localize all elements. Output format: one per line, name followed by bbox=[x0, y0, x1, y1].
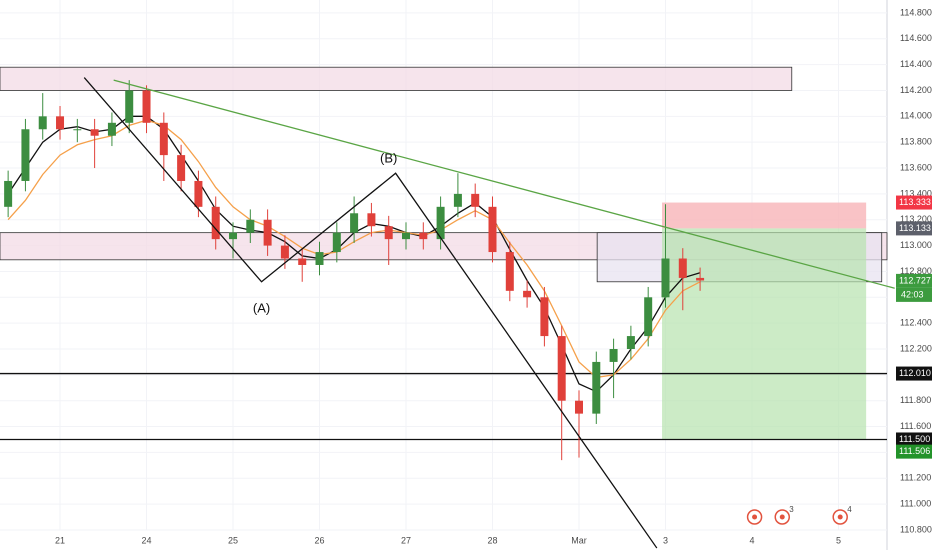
price-tag bbox=[896, 273, 932, 288]
x-tick-label: 5 bbox=[836, 535, 841, 545]
y-tick-label: 111.200 bbox=[900, 473, 931, 483]
price-tag-label: 113.333 bbox=[899, 197, 931, 207]
candle-body bbox=[696, 277, 705, 281]
candle-body bbox=[436, 206, 445, 240]
y-tick-label: 113.400 bbox=[900, 188, 932, 198]
y-tick-label: 113.000 bbox=[900, 240, 932, 250]
countdown-tag bbox=[896, 287, 932, 302]
price-tag-label: 113.133 bbox=[899, 223, 931, 233]
event-dot bbox=[779, 514, 785, 520]
candle-body bbox=[626, 336, 635, 350]
zone bbox=[0, 66, 793, 91]
candle-body bbox=[315, 252, 324, 265]
price-tag bbox=[896, 366, 932, 381]
candle-body bbox=[21, 129, 30, 181]
candle-body bbox=[38, 116, 47, 130]
y-tick-label: 113.600 bbox=[900, 162, 932, 172]
candle-body bbox=[298, 258, 307, 265]
wave-label: (A) bbox=[253, 300, 270, 315]
x-tick-label: 28 bbox=[487, 535, 497, 545]
y-tick-label: 114.200 bbox=[900, 85, 932, 95]
price-tag bbox=[896, 444, 932, 459]
candle-body bbox=[367, 213, 376, 227]
candle-body bbox=[177, 155, 186, 181]
event-count: 3 bbox=[789, 505, 794, 514]
candle-body bbox=[280, 245, 289, 259]
candle-body bbox=[402, 232, 411, 240]
candle-body bbox=[678, 258, 687, 278]
x-tick-label: 21 bbox=[55, 535, 65, 545]
x-tick-label: 4 bbox=[749, 535, 754, 545]
candle-body bbox=[488, 206, 497, 253]
candle-body bbox=[540, 297, 549, 337]
price-tag-label: 112.727 bbox=[899, 275, 931, 285]
y-tick-label: 111.800 bbox=[900, 395, 931, 405]
candle-body bbox=[384, 226, 393, 240]
x-tick-label: Mar bbox=[571, 535, 587, 545]
x-tick-label: 25 bbox=[228, 535, 238, 545]
candle-body bbox=[211, 206, 220, 240]
wave-line bbox=[83, 77, 658, 549]
candle-body bbox=[125, 90, 134, 123]
y-tick-label: 112.400 bbox=[900, 318, 932, 328]
price-tag bbox=[896, 221, 932, 236]
y-tick-label: 110.800 bbox=[900, 524, 932, 534]
candle-body bbox=[350, 213, 359, 233]
candle-body bbox=[159, 122, 168, 156]
candle-body bbox=[574, 400, 583, 414]
x-tick-label: 3 bbox=[663, 535, 668, 545]
y-tick-label: 114.000 bbox=[900, 111, 932, 121]
y-tick-label: 114.800 bbox=[900, 7, 932, 17]
candle-body bbox=[4, 180, 13, 207]
price-tag bbox=[896, 195, 932, 210]
y-tick-label: 111.000 bbox=[900, 498, 931, 508]
price-tag-label: 111.500 bbox=[899, 434, 930, 444]
event-dot bbox=[752, 514, 758, 520]
candle-body bbox=[90, 129, 99, 136]
candle-body bbox=[263, 219, 272, 246]
target-zone bbox=[662, 228, 867, 440]
y-tick-label: 112.800 bbox=[900, 266, 932, 276]
y-tick-label: 114.600 bbox=[900, 33, 932, 43]
price-tag-label: 111.506 bbox=[899, 446, 930, 456]
candle-body bbox=[609, 349, 618, 362]
x-tick-label: 27 bbox=[401, 535, 411, 545]
wave-label: (B) bbox=[380, 150, 397, 165]
trendline bbox=[113, 79, 895, 289]
countdown: 42:03 bbox=[901, 289, 924, 299]
y-tick-label: 113.800 bbox=[900, 137, 932, 147]
candle-body bbox=[107, 122, 116, 136]
price-tag-label: 112.010 bbox=[899, 368, 931, 378]
candle-body bbox=[471, 193, 480, 207]
candle-body bbox=[592, 361, 601, 414]
y-tick-label: 114.400 bbox=[900, 59, 932, 69]
candle-body bbox=[644, 297, 653, 337]
candle-body bbox=[56, 116, 65, 130]
candle-body bbox=[661, 258, 670, 298]
candle-body bbox=[194, 180, 203, 207]
candle-body bbox=[557, 336, 566, 401]
candle-body bbox=[142, 90, 151, 123]
y-tick-label: 112.200 bbox=[900, 343, 932, 353]
candle-body bbox=[332, 232, 341, 253]
candle-body bbox=[419, 232, 428, 240]
event-count: 4 bbox=[847, 505, 852, 514]
x-tick-label: 26 bbox=[315, 535, 325, 545]
stop-zone bbox=[662, 202, 867, 229]
y-tick-label: 111.600 bbox=[900, 421, 931, 431]
candle-body bbox=[73, 129, 82, 131]
candle-body bbox=[246, 219, 255, 233]
price-tag bbox=[896, 432, 932, 447]
candle-body bbox=[453, 193, 462, 207]
x-tick-label: 24 bbox=[142, 535, 152, 545]
candle-body bbox=[523, 290, 532, 298]
y-tick-label: 113.200 bbox=[900, 214, 932, 224]
candle-body bbox=[229, 232, 238, 240]
candle-body bbox=[505, 252, 514, 291]
event-dot bbox=[837, 514, 843, 520]
